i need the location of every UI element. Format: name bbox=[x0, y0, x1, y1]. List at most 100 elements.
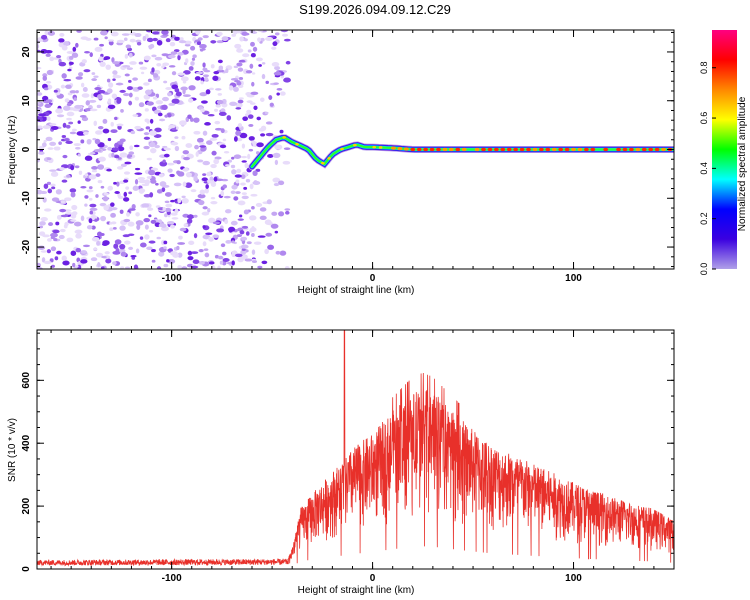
noise-dot bbox=[134, 125, 142, 130]
noise-dot bbox=[144, 224, 149, 230]
noise-dot bbox=[177, 197, 182, 204]
noise-dot bbox=[222, 258, 230, 263]
noise-dot bbox=[126, 154, 133, 158]
noise-dot bbox=[96, 104, 102, 109]
noise-dot bbox=[128, 52, 133, 58]
noise-dot bbox=[182, 167, 189, 172]
noise-dot bbox=[158, 173, 164, 178]
noise-dot bbox=[120, 251, 127, 257]
noise-dot bbox=[196, 41, 202, 46]
noise-dot bbox=[210, 40, 217, 44]
noise-dot bbox=[123, 179, 129, 183]
noise-dot bbox=[221, 102, 228, 108]
noise-dot bbox=[253, 241, 262, 245]
noise-dot bbox=[80, 259, 88, 264]
noise-dot bbox=[91, 166, 98, 170]
snr-panel: -100 0 100 0 200 400 600 Height of straight l… bbox=[7, 329, 675, 596]
noise-dot bbox=[108, 40, 114, 46]
noise-dot bbox=[236, 168, 242, 174]
noise-dot bbox=[218, 111, 227, 117]
noise-dot bbox=[69, 56, 74, 60]
noise-dot bbox=[114, 116, 118, 121]
noise-dot bbox=[177, 265, 182, 269]
noise-dot bbox=[50, 232, 58, 238]
noise-dot bbox=[143, 136, 151, 140]
noise-dot bbox=[63, 105, 71, 111]
noise-dot bbox=[100, 53, 104, 58]
noise-dot bbox=[257, 265, 263, 269]
noise-dot bbox=[132, 114, 139, 117]
noise-dot bbox=[75, 42, 79, 48]
noise-dot bbox=[202, 35, 209, 39]
signal-peak-dot bbox=[391, 146, 396, 150]
noise-dot bbox=[97, 179, 103, 184]
noise-dot bbox=[123, 37, 128, 41]
noise-dot bbox=[210, 200, 218, 205]
noise-dot bbox=[211, 133, 219, 138]
noise-dot bbox=[58, 234, 65, 240]
noise-dot bbox=[270, 223, 279, 229]
noise-dot bbox=[55, 91, 61, 96]
noise-dot bbox=[163, 263, 169, 268]
noise-dot bbox=[274, 32, 280, 36]
signal-peak-dot bbox=[410, 147, 416, 152]
noise-dot bbox=[66, 50, 75, 54]
noise-dot bbox=[41, 257, 46, 263]
noise-dot bbox=[137, 176, 146, 181]
noise-dot bbox=[274, 159, 279, 166]
noise-dot bbox=[273, 71, 282, 76]
noise-dot bbox=[259, 215, 267, 221]
noise-dot bbox=[233, 65, 239, 69]
noise-dot bbox=[89, 203, 97, 208]
noise-dot bbox=[251, 233, 255, 237]
noise-dot bbox=[265, 232, 273, 237]
noise-dot bbox=[82, 244, 90, 248]
signal-peak-dot bbox=[436, 147, 441, 152]
noise-dot bbox=[278, 180, 285, 186]
noise-dot bbox=[213, 71, 220, 75]
noise-dot bbox=[271, 211, 278, 216]
noise-dot bbox=[205, 184, 209, 189]
signal-peak-dot bbox=[372, 145, 376, 149]
noise-dot bbox=[162, 207, 166, 211]
signal-peak-dot bbox=[461, 147, 467, 152]
noise-dot bbox=[46, 249, 51, 254]
noise-dot bbox=[135, 212, 140, 217]
signal-peak-dot bbox=[519, 147, 525, 152]
noise-dot bbox=[126, 212, 131, 217]
noise-dot bbox=[55, 189, 62, 195]
noise-dot bbox=[128, 92, 133, 98]
noise-dot bbox=[239, 132, 248, 139]
noise-dot bbox=[134, 96, 140, 101]
noise-dot bbox=[284, 265, 290, 269]
noise-dot bbox=[165, 203, 173, 208]
noise-dot bbox=[282, 160, 291, 165]
noise-dot bbox=[201, 100, 208, 104]
noise-dot bbox=[202, 67, 208, 72]
noise-dot bbox=[114, 142, 119, 148]
noise-dot bbox=[144, 89, 152, 95]
noise-dot bbox=[107, 146, 113, 151]
noise-dot bbox=[146, 101, 154, 106]
noise-dot bbox=[81, 93, 90, 98]
noise-dot bbox=[221, 178, 229, 182]
noise-dot bbox=[43, 260, 52, 265]
noise-dot bbox=[187, 98, 194, 103]
noise-dot bbox=[235, 179, 240, 184]
noise-dot bbox=[75, 90, 79, 94]
noise-dot bbox=[138, 179, 147, 184]
noise-dot bbox=[202, 225, 206, 229]
noise-dot bbox=[78, 72, 84, 77]
noise-dot bbox=[48, 222, 54, 227]
noise-dot bbox=[181, 266, 188, 269]
noise-dot bbox=[41, 95, 49, 101]
noise-dot bbox=[188, 66, 194, 71]
noise-dot bbox=[146, 246, 153, 251]
noise-dot bbox=[207, 207, 211, 213]
noise-dot bbox=[91, 72, 96, 75]
noise-dot bbox=[66, 174, 71, 178]
noise-dot bbox=[84, 203, 88, 207]
noise-dot bbox=[244, 258, 253, 262]
noise-dot bbox=[149, 229, 154, 233]
noise-dot bbox=[97, 93, 103, 100]
